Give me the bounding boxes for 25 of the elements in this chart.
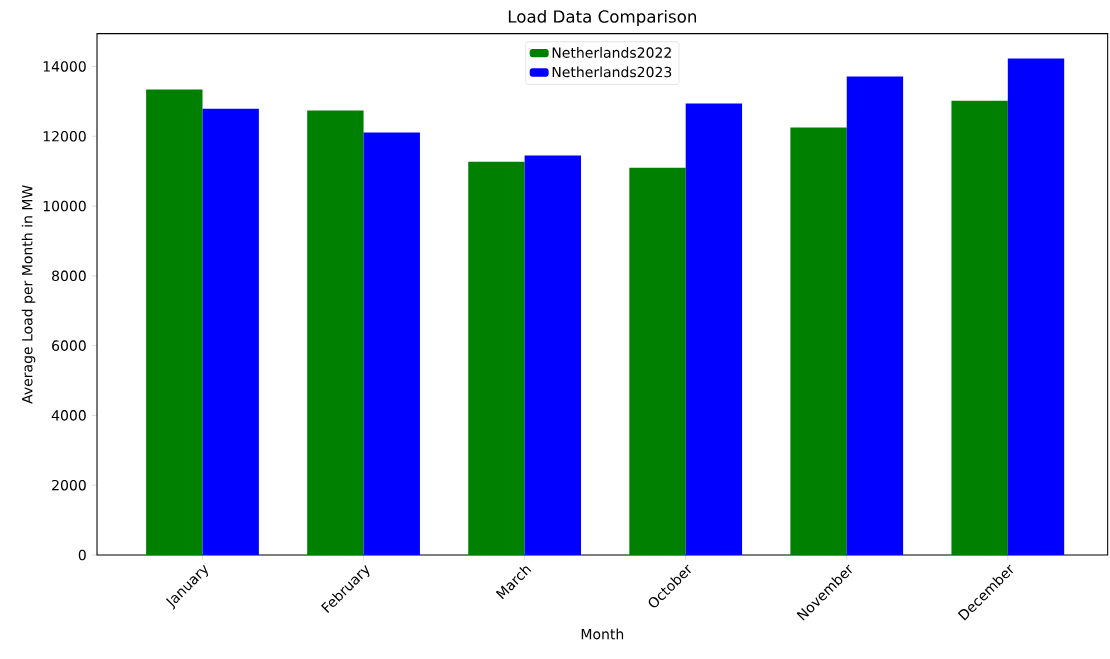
bar	[846, 76, 904, 555]
y-tick-label: 8000	[52, 270, 86, 282]
legend-label: Netherlands2022	[552, 47, 671, 58]
chart-title: Load Data Comparison	[508, 9, 697, 27]
bar	[951, 100, 1008, 555]
bar	[524, 155, 581, 555]
bar	[629, 167, 686, 555]
bar	[790, 127, 847, 555]
x-axis-title: Month	[581, 628, 624, 640]
bar	[1007, 58, 1065, 555]
y-tick-label: 6000	[52, 340, 86, 351]
bar	[468, 161, 525, 555]
y-axis-title: Average Load per Month in MW	[21, 185, 36, 404]
bar	[146, 89, 203, 555]
bar	[363, 132, 420, 555]
bar	[202, 108, 259, 555]
y-tick-label: 10000	[43, 200, 86, 212]
y-tick-label: 14000	[43, 61, 86, 72]
y-tick-label: 4000	[51, 410, 86, 421]
y-tick-label: 0	[78, 549, 86, 561]
legend-label: Netherlands2023	[552, 66, 672, 78]
y-tick-label: 2000	[52, 479, 86, 491]
bar	[307, 110, 364, 555]
y-tick-label: 12000	[43, 130, 86, 142]
bar	[685, 103, 743, 555]
